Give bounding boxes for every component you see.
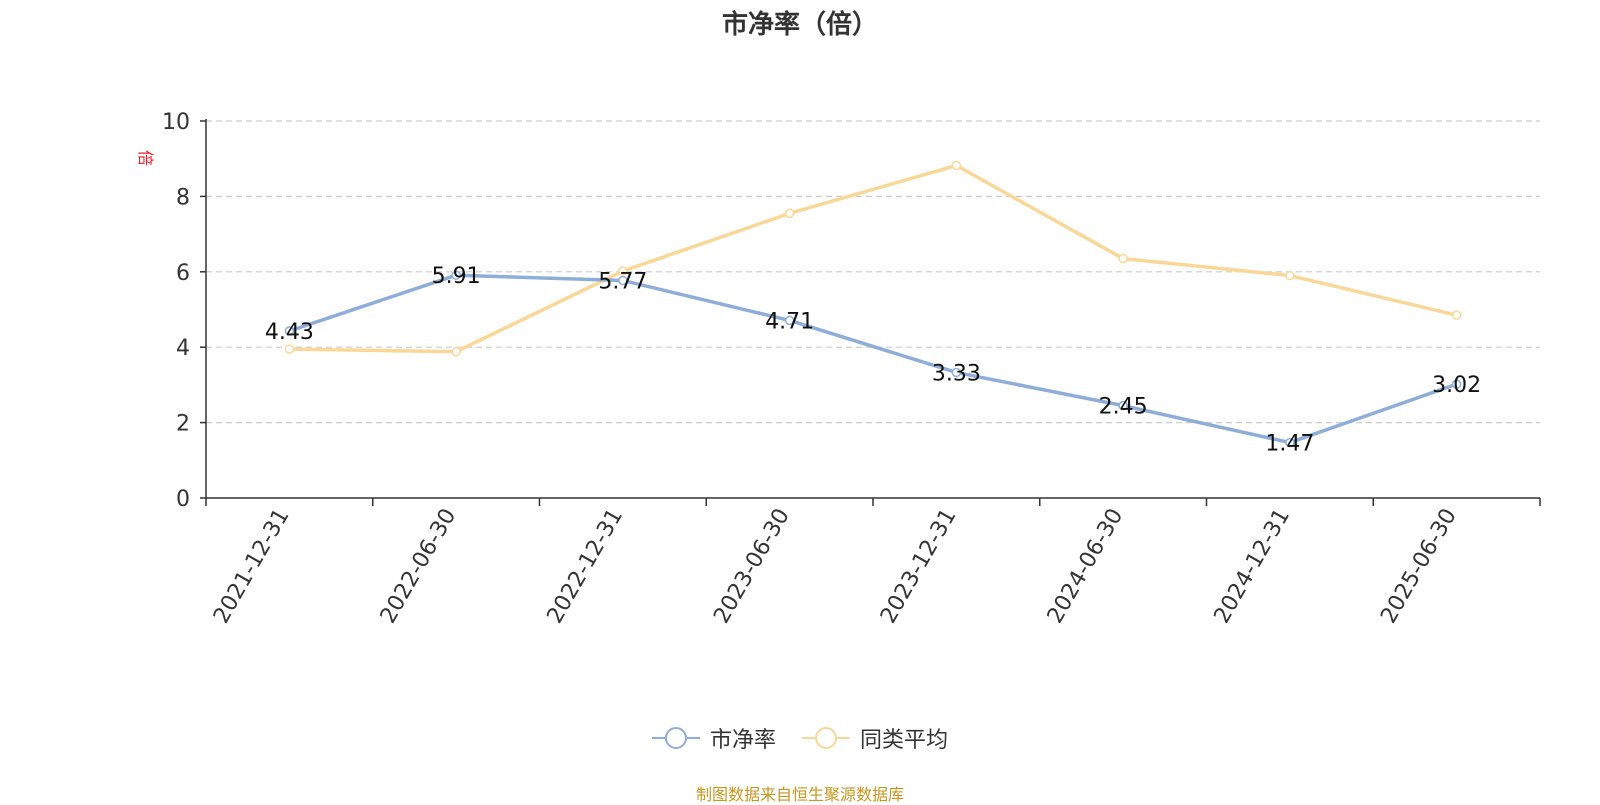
series-point-0 — [284, 326, 295, 336]
legend: 市净率 同类平均 — [0, 722, 1600, 754]
x-tick-label: 2022-12-31 — [542, 505, 628, 628]
legend-swatch-pb-icon — [651, 727, 700, 749]
data-label: 3.33 — [932, 361, 981, 386]
series-point-1 — [1118, 253, 1128, 264]
data-label: 2.45 — [1099, 395, 1148, 420]
data-label: 5.91 — [432, 264, 481, 289]
x-tick-label: 2024-06-30 — [1043, 505, 1129, 628]
source-note: 制图数据来自恒生聚源数据库 — [695, 785, 904, 804]
series-point-0 — [618, 275, 628, 286]
axes: 0 2 4 6 8 10 2021-12-31 2022-06-30 2022-12-31 202… — [162, 110, 1541, 628]
x-tick-label: 2021-12-31 — [209, 505, 295, 628]
series-point-1 — [451, 346, 461, 357]
x-tick-label: 2023-12-31 — [876, 505, 962, 628]
legend-item-pb[interactable]: 市净率 — [651, 722, 776, 754]
legend-item-peer-average[interactable]: 同类平均 — [802, 722, 948, 754]
series-point-1 — [284, 344, 295, 354]
x-tick-label: 2024-12-31 — [1209, 505, 1295, 628]
y-tick-label: 4 — [176, 336, 190, 361]
series-point-0 — [1285, 437, 1295, 448]
legend-label-pb: 市净率 — [709, 728, 776, 753]
series-point-1 — [951, 160, 962, 171]
series-point-1 — [618, 266, 628, 276]
y-tick-label: 10 — [162, 110, 190, 135]
data-label: 5.77 — [598, 269, 647, 294]
legend-swatch-peer-average-icon — [802, 727, 850, 749]
data-label: 4.71 — [765, 309, 814, 334]
series-point-1 — [1285, 270, 1295, 281]
data-label: 1.47 — [1265, 432, 1314, 457]
y-axis-label: 倍 — [136, 150, 155, 166]
x-tick-label: 2025-06-30 — [1376, 505, 1462, 628]
series-line-0 — [288, 273, 1458, 445]
y-tick-label: 2 — [176, 412, 190, 437]
series-point-1 — [784, 208, 795, 219]
grid-lines — [206, 120, 1540, 424]
series-point-0 — [451, 270, 461, 280]
series-point-0 — [1451, 379, 1462, 389]
data-label: 3.02 — [1432, 373, 1481, 398]
series-point-0 — [951, 367, 962, 378]
y-tick-label: 6 — [176, 261, 190, 286]
series-point-0 — [784, 315, 795, 326]
x-tick-label: 2022-06-30 — [376, 505, 462, 628]
chart-title: 市净率（倍） — [721, 10, 878, 40]
data-labels: 4.43 5.91 5.77 4.71 3.33 2.45 1.47 3.02 — [265, 264, 1481, 456]
series-point-1 — [1451, 310, 1462, 320]
data-label: 4.43 — [265, 320, 314, 345]
series-line-1 — [289, 163, 1458, 354]
series-point-0 — [1118, 400, 1128, 411]
legend-label-peer-average: 同类平均 — [860, 728, 949, 753]
y-tick-label: 8 — [176, 185, 190, 210]
y-tick-label: 0 — [176, 487, 190, 512]
x-tick-label: 2023-06-30 — [709, 505, 795, 628]
series-lines — [284, 160, 1462, 448]
